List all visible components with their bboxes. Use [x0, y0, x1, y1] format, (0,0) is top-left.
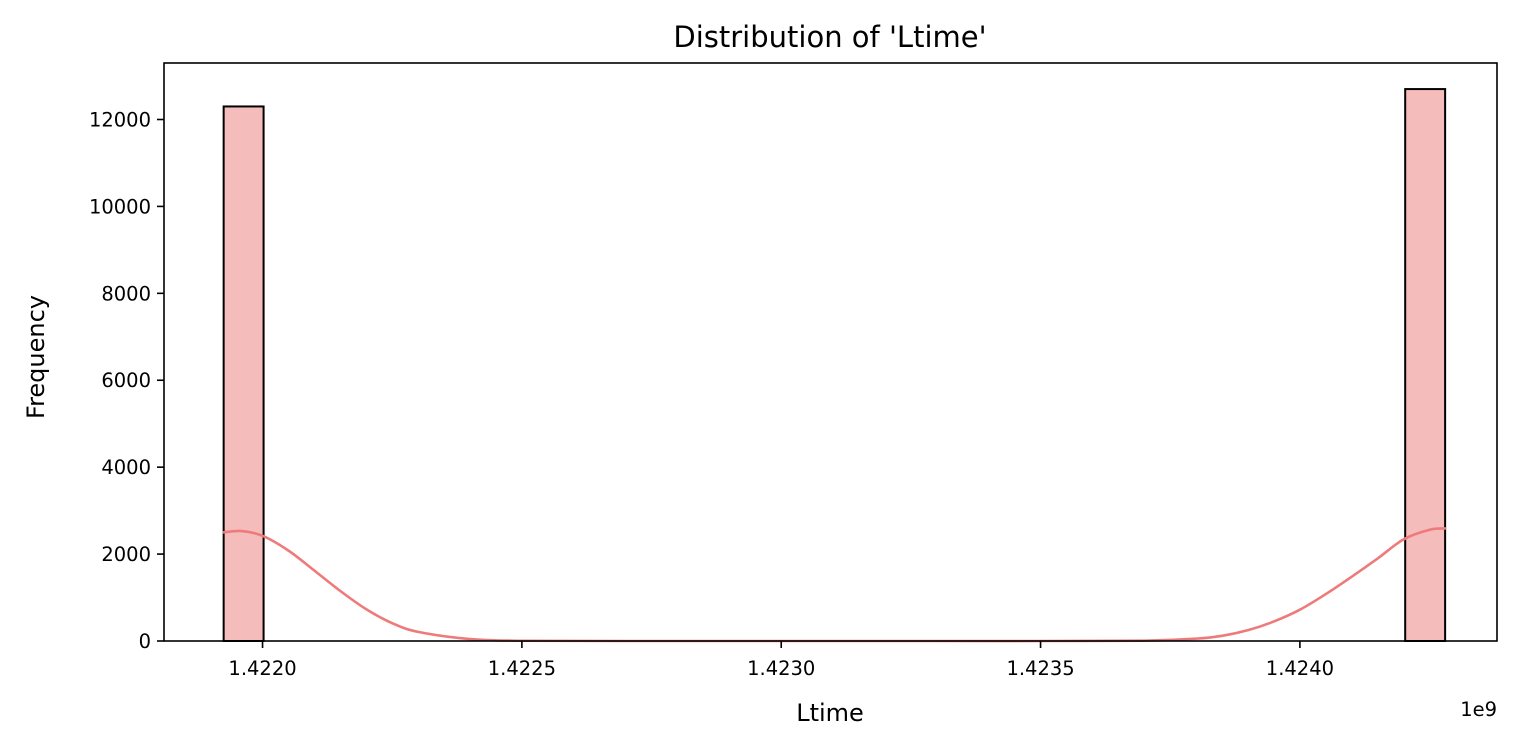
x-axis-ticks: 1.4220 1.4225 1.4230 1.4235 1.4240 — [228, 641, 1334, 680]
kde-curve — [222, 527, 1447, 643]
histogram-bar-1 — [222, 105, 265, 643]
y-tick-label: 6000 — [101, 369, 151, 392]
y-tick-label: 12000 — [89, 108, 151, 131]
y-tick-label: 2000 — [101, 543, 151, 566]
y-tick-label: 8000 — [101, 282, 151, 305]
y-tick-label: 4000 — [101, 456, 151, 479]
x-offset-label: 1e9 — [1460, 698, 1497, 721]
x-tick-label: 1.4230 — [747, 657, 815, 680]
plot-area — [222, 88, 1447, 643]
x-tick-label: 1.4235 — [1006, 657, 1074, 680]
y-tick-label: 0 — [139, 630, 151, 653]
histogram-bar-2 — [1404, 88, 1447, 642]
x-tick-label: 1.4225 — [488, 657, 556, 680]
y-tick-label: 10000 — [89, 195, 151, 218]
axes-frame — [163, 62, 1498, 642]
y-axis-ticks: 0 2000 4000 6000 8000 10000 12000 — [89, 108, 164, 653]
y-axis-label: Frequency — [22, 295, 50, 419]
chart-title: Distribution of 'Ltime' — [673, 20, 986, 54]
x-tick-label: 1.4240 — [1266, 657, 1334, 680]
x-tick-label: 1.4220 — [228, 657, 296, 680]
x-axis-label: Ltime — [796, 699, 864, 727]
